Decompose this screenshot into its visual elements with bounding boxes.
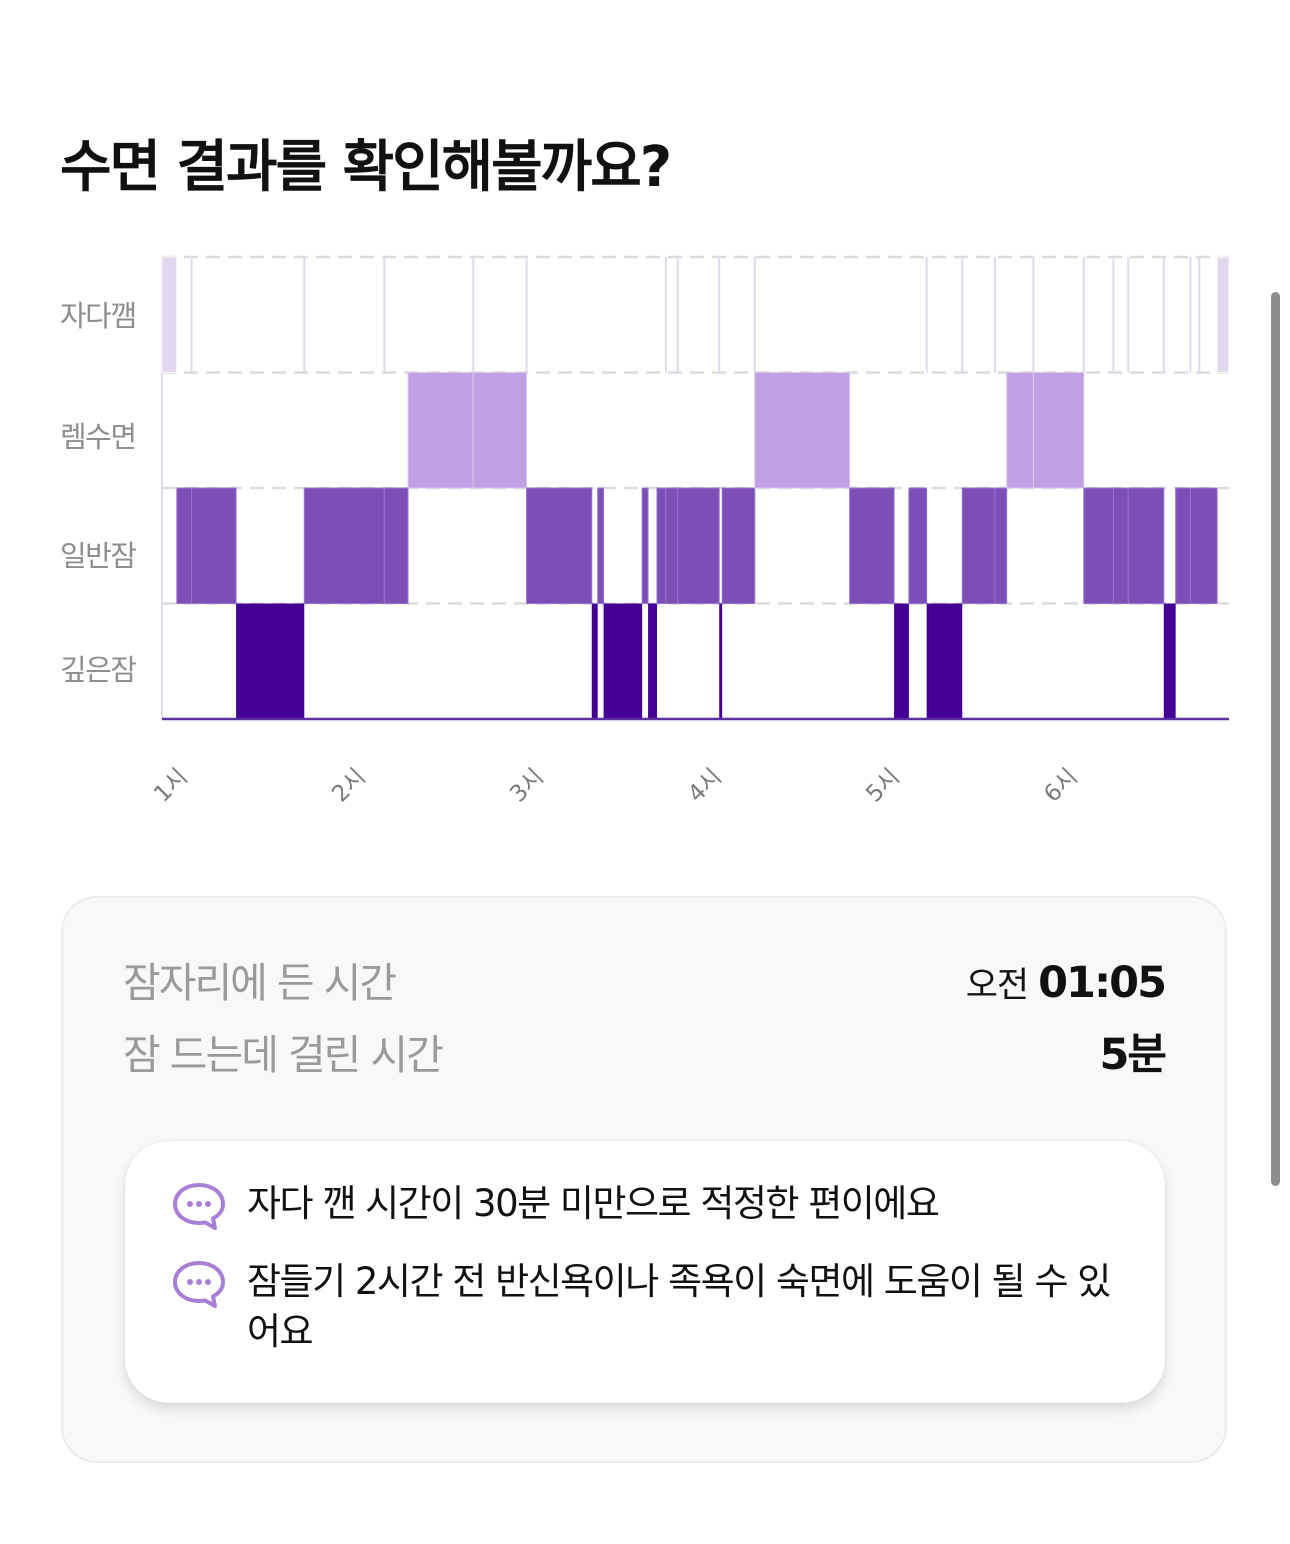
stage-segment xyxy=(1032,372,1085,489)
stage-segment xyxy=(849,487,895,604)
stage-segment xyxy=(591,603,598,719)
stage-segment xyxy=(994,487,1008,604)
stage-segment xyxy=(656,487,667,604)
stage-segment xyxy=(161,256,178,373)
stage-segment xyxy=(894,603,909,719)
stage-segment xyxy=(1175,487,1191,604)
hypnogram-plot xyxy=(161,255,1230,721)
summary-card: 잠자리에 든 시간 오전 01:05 잠 드는데 걸린 시간 5분 자다 깬 시간… xyxy=(61,896,1227,1463)
scrollbar[interactable] xyxy=(1271,292,1280,1186)
stage-segment xyxy=(1006,372,1034,489)
stage-segment xyxy=(926,603,963,719)
stage-segment xyxy=(472,372,528,489)
stage-segment xyxy=(597,487,605,604)
stage-segment xyxy=(648,603,657,719)
stage-segment xyxy=(236,603,305,719)
chat-bubble-icon xyxy=(173,1261,225,1308)
stage-segment xyxy=(1127,487,1165,604)
stage-segment xyxy=(1083,487,1114,604)
stage-segment xyxy=(961,487,996,604)
stage-segment xyxy=(677,487,720,604)
bedtime-ampm: 오전 xyxy=(965,966,1029,1006)
stage-segment xyxy=(721,487,756,604)
stage-label-light: 일반잠 xyxy=(60,539,137,573)
bedtime-value: 오전 01:05 xyxy=(965,958,1167,1017)
stage-segment xyxy=(719,603,723,719)
latency-label: 잠 드는데 걸린 시간 xyxy=(123,1031,444,1079)
stage-segment xyxy=(191,487,237,604)
stage-label-rem: 렘수면 xyxy=(60,420,137,454)
stage-segment xyxy=(1112,487,1129,604)
stage-segment xyxy=(407,372,474,489)
stage-segment xyxy=(1189,487,1218,604)
bedtime-time: 01:05 xyxy=(1038,958,1167,1008)
stage-segment xyxy=(665,487,679,604)
page-title: 수면 결과를 확인해볼까요? xyxy=(60,135,672,200)
latency-time: 5분 xyxy=(1099,1030,1167,1080)
stage-segment xyxy=(1163,603,1176,719)
stage-label-deep: 깊은잠 xyxy=(60,653,137,687)
stage-segment xyxy=(754,372,851,489)
latency-value: 5분 xyxy=(1099,1030,1167,1089)
tip-text: 잠들기 2시간 전 반신욕이나 족욕이 숙면에 도움이 될 수 있어요 xyxy=(247,1260,1111,1353)
stage-segment xyxy=(603,603,643,719)
bedtime-label: 잠자리에 든 시간 xyxy=(123,959,397,1007)
stage-segment xyxy=(383,487,409,604)
chat-bubble-icon xyxy=(173,1183,225,1230)
stage-segment xyxy=(908,487,928,604)
stage-label-awake: 자다깸 xyxy=(60,299,137,333)
stage-segment xyxy=(176,487,193,604)
stage-segment xyxy=(526,487,593,604)
stage-segment xyxy=(1216,256,1230,373)
stage-segment xyxy=(641,487,649,604)
tip-text: 자다 깬 시간이 30분 미만으로 적정한 편이에요 xyxy=(247,1182,940,1225)
stage-segment xyxy=(303,487,385,604)
tips-card: 자다 깬 시간이 30분 미만으로 적정한 편이에요 잠들기 2시간 전 반신욕… xyxy=(125,1141,1165,1403)
